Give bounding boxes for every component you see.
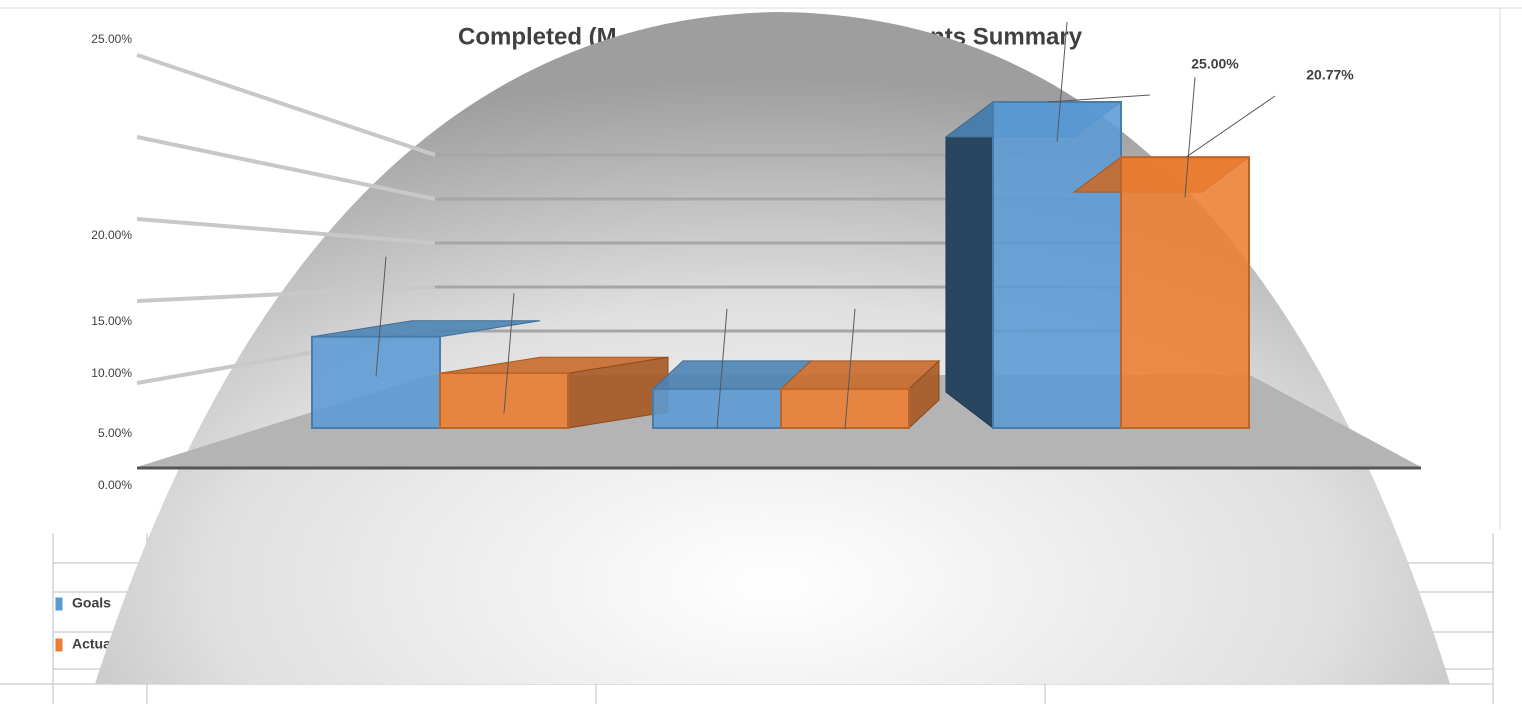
bar-side <box>945 101 994 430</box>
wall-line <box>136 285 436 303</box>
y-tick-label: 20.00% <box>91 228 132 242</box>
bar <box>652 387 782 430</box>
value-label: 20.77% <box>1306 67 1354 83</box>
leader-line <box>716 308 728 429</box>
leader-line <box>1185 95 1276 158</box>
y-tick-label: 5.00% <box>98 426 132 440</box>
y-tick-label: 15.00% <box>91 314 132 328</box>
y-tick-label: 10.00% <box>91 366 132 380</box>
bar <box>780 387 910 430</box>
leader-line <box>844 308 856 429</box>
legend-label: Actual <box>72 636 115 652</box>
leader-line <box>1184 77 1196 198</box>
bar <box>311 335 441 429</box>
wall-line <box>136 135 436 201</box>
bar <box>992 101 1122 429</box>
wall-line <box>136 217 436 245</box>
legend-swatch <box>54 637 64 653</box>
legend-swatch <box>54 596 64 612</box>
y-tick-label: 0.00% <box>98 478 132 492</box>
wall-line <box>136 53 436 157</box>
leader-line <box>375 256 387 377</box>
legend-label: Goals <box>72 595 111 611</box>
value-label: 25.00% <box>1191 56 1239 72</box>
leader-line <box>1056 21 1068 143</box>
leader-line <box>1047 94 1151 103</box>
y-tick-label: 25.00% <box>91 32 132 46</box>
bar <box>1120 156 1250 429</box>
leader-line <box>503 293 515 414</box>
bar <box>439 372 569 429</box>
